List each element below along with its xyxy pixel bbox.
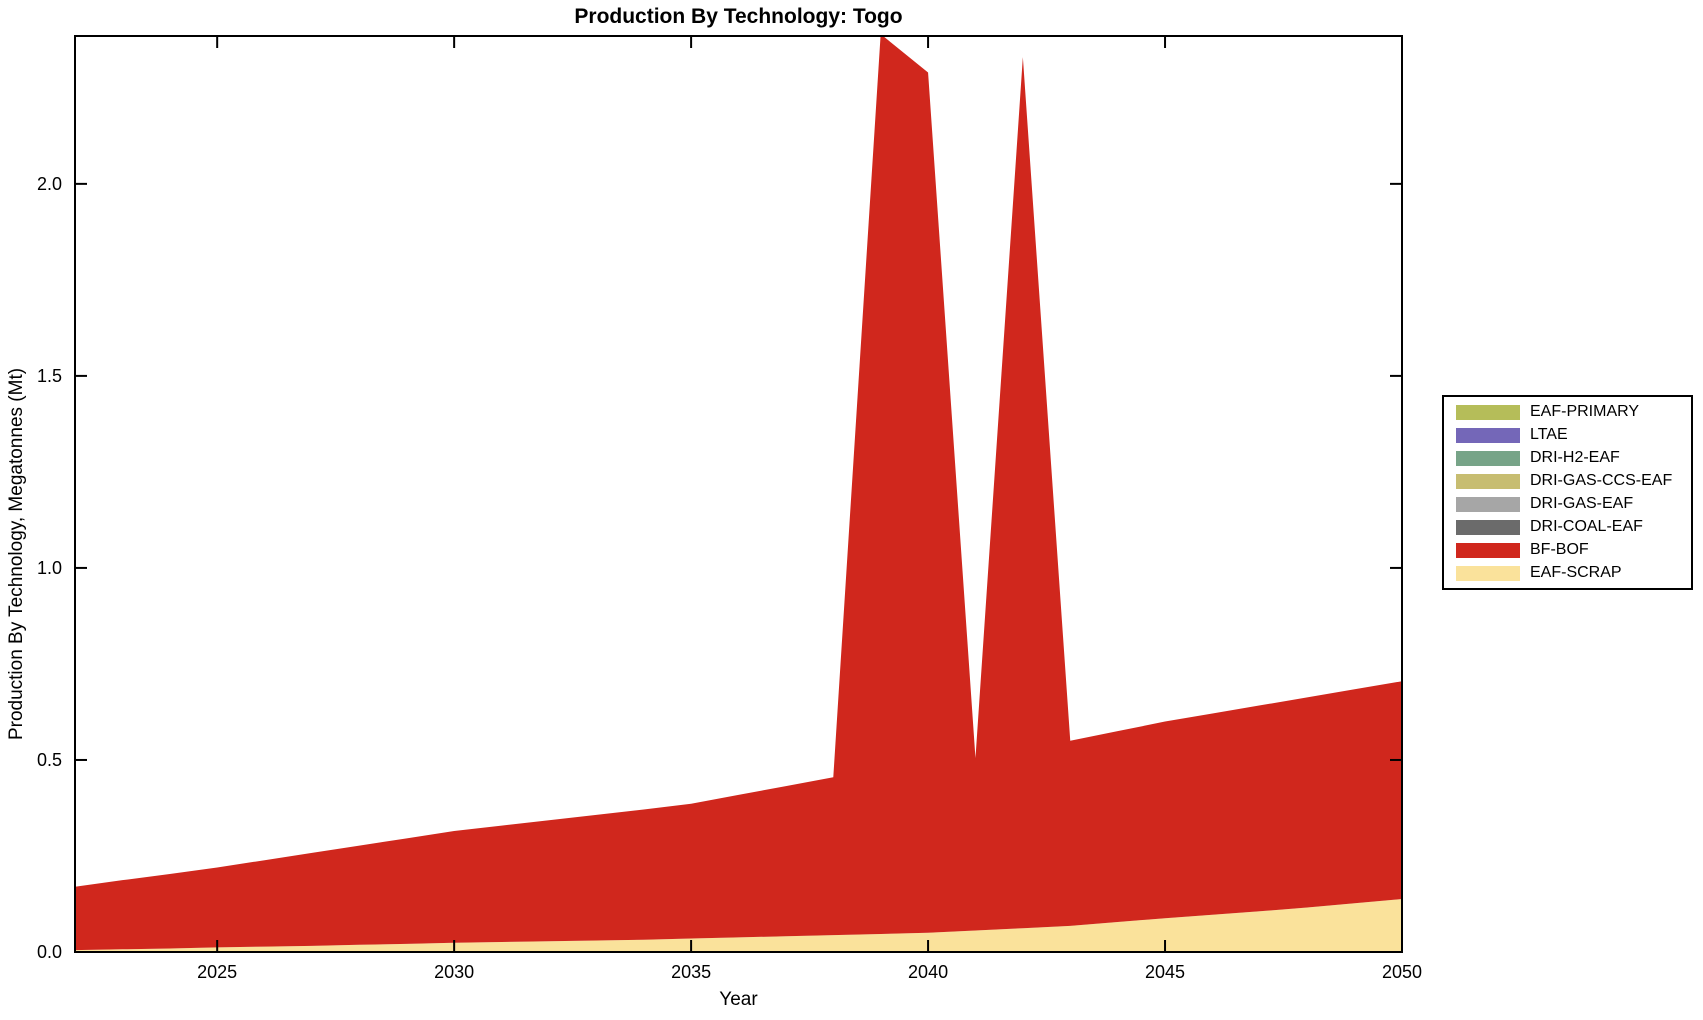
legend-swatch-dri-gas-eaf <box>1456 496 1520 512</box>
legend-swatch-eaf-primary <box>1456 404 1520 420</box>
legend-item-dri-gas-ccs-eaf: DRI-GAS-CCS-EAF <box>1456 470 1691 492</box>
legend-swatch-dri-gas-ccs-eaf <box>1456 473 1520 489</box>
x-tick-label: 2025 <box>197 962 237 982</box>
x-tick-label: 2040 <box>908 962 948 982</box>
area-eaf-scrap <box>75 898 1402 952</box>
x-tick-label: 2035 <box>671 962 711 982</box>
y-tick-label: 1.0 <box>37 558 62 578</box>
y-tick-label: 0.5 <box>37 750 62 770</box>
legend-swatch-dri-h2-eaf <box>1456 450 1520 466</box>
legend-item-bf-bof: BF-BOF <box>1456 539 1691 561</box>
legend-swatch-ltae <box>1456 427 1520 443</box>
legend-item-dri-h2-eaf: DRI-H2-EAF <box>1456 447 1691 469</box>
legend-item-dri-coal-eaf: DRI-COAL-EAF <box>1456 516 1691 538</box>
area-bf-bof <box>75 36 1402 951</box>
y-tick-label: 0.0 <box>37 942 62 962</box>
tick-labels: 2025 2030 2035 2040 2045 2050 0.0 0.5 1.0 1.5 2.0 <box>37 174 1422 982</box>
legend-label-dri-gas-eaf: DRI-GAS-EAF <box>1530 495 1634 512</box>
chart-title: Production By Technology: Togo <box>574 5 903 28</box>
y-tick-label: 2.0 <box>37 174 62 194</box>
legend-label-ltae: LTAE <box>1530 426 1568 443</box>
legend-label-eaf-primary: EAF-PRIMARY <box>1530 403 1640 420</box>
legend-item-dri-gas-eaf: DRI-GAS-EAF <box>1456 493 1691 515</box>
legend-label-eaf-scrap: EAF-SCRAP <box>1530 564 1622 581</box>
legend-label-dri-gas-ccs-eaf: DRI-GAS-CCS-EAF <box>1530 472 1673 489</box>
legend-swatch-bf-bof <box>1456 542 1520 558</box>
legend-label-dri-coal-eaf: DRI-COAL-EAF <box>1530 518 1643 535</box>
x-tick-label: 2045 <box>1145 962 1185 982</box>
stacked-areas <box>75 36 1402 952</box>
legend-item-ltae: LTAE <box>1456 424 1691 446</box>
plot-frame <box>74 35 1403 953</box>
legend-item-eaf-scrap: EAF-SCRAP <box>1456 562 1691 584</box>
legend-item-eaf-primary: EAF-PRIMARY <box>1456 401 1691 423</box>
legend-swatch-dri-coal-eaf <box>1456 519 1520 535</box>
legend-label-dri-h2-eaf: DRI-H2-EAF <box>1530 449 1620 466</box>
x-tick-label: 2050 <box>1382 962 1422 982</box>
y-tick-label: 1.5 <box>37 366 62 386</box>
legend-swatch-eaf-scrap <box>1456 565 1520 581</box>
x-axis-label: Year <box>719 989 758 1010</box>
x-tick-label: 2030 <box>434 962 474 982</box>
y-axis-label: Production By Technology, Megatonnes (Mt… <box>6 367 27 741</box>
legend: EAF-PRIMARY LTAE DRI-H2-EAF DRI-GAS-CCS-EAF… <box>1442 395 1693 590</box>
legend-label-bf-bof: BF-BOF <box>1530 541 1589 558</box>
